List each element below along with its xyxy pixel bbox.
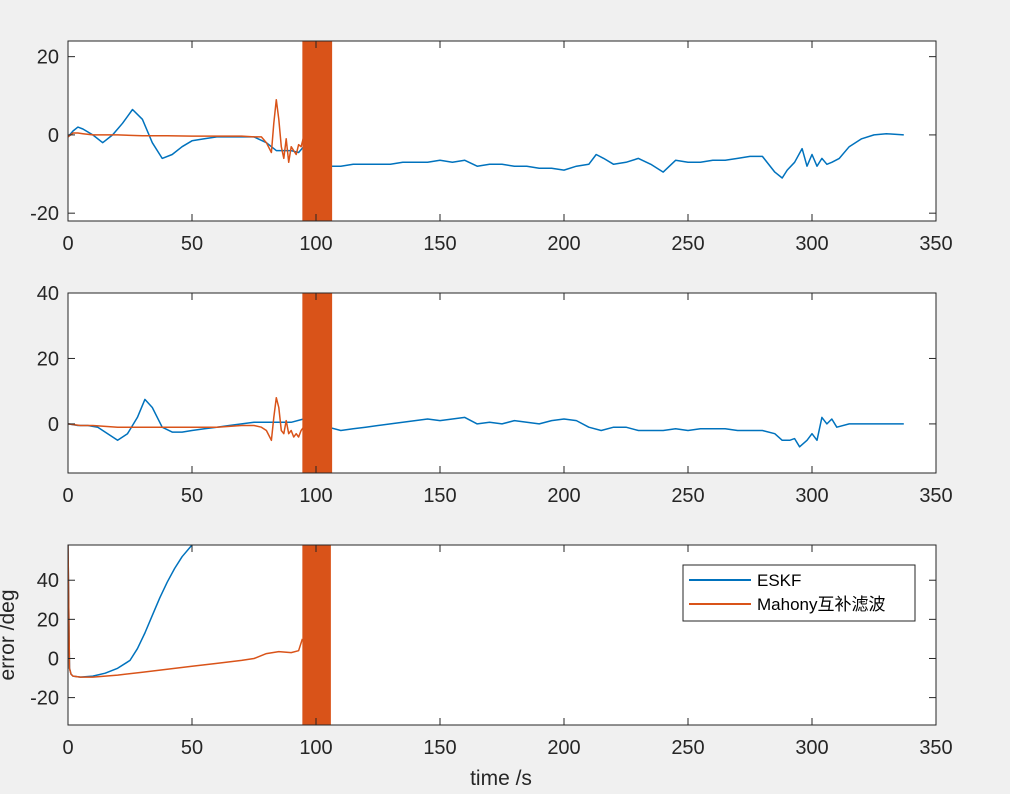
x-tick-label: 0 <box>62 233 73 255</box>
x-tick-label: 100 <box>299 737 332 759</box>
x-tick-label: 300 <box>795 737 828 759</box>
x-tick-label: 0 <box>62 737 73 759</box>
y-tick-label: 0 <box>48 414 59 436</box>
plot-area <box>68 41 936 221</box>
x-tick-label: 250 <box>671 737 704 759</box>
x-tick-label: 50 <box>181 737 203 759</box>
series-line-mahony <box>68 545 304 678</box>
y-tick-label: 0 <box>48 125 59 147</box>
y-tick-label: -20 <box>30 688 59 710</box>
x-tick-label: 200 <box>547 737 580 759</box>
series-line-mahony <box>68 98 305 164</box>
series-oscillation-mahony <box>302 41 333 221</box>
axes-box <box>67 544 937 726</box>
legend-label-mahony: Mahony互补滤波 <box>757 595 885 614</box>
x-tick-label: 150 <box>423 737 456 759</box>
y-axis-label: error /deg <box>0 589 19 680</box>
series-line-mahony <box>68 396 305 442</box>
y-tick-label: 20 <box>37 609 59 631</box>
plot-area <box>68 293 936 473</box>
y-tick-label: 20 <box>37 348 59 370</box>
plot-content <box>68 293 904 473</box>
x-tick-label: 200 <box>547 485 580 507</box>
x-tick-label: 350 <box>919 233 952 255</box>
plot-content <box>68 545 331 725</box>
x-tick-label: 50 <box>181 485 203 507</box>
x-tick-label: 300 <box>795 485 828 507</box>
series-oscillation-mahony <box>302 293 333 473</box>
series-line-eskf <box>68 398 904 448</box>
x-tick-label: 350 <box>919 485 952 507</box>
y-tick-label: -20 <box>30 203 59 225</box>
subplot-middle: 0 50 100 150 200 250 300 350 0 20 40 <box>37 283 953 507</box>
x-tick-label: 250 <box>671 485 704 507</box>
x-tick-label: 100 <box>299 233 332 255</box>
x-axis-label: time /s <box>470 767 532 790</box>
axes-box <box>67 40 937 222</box>
x-tick-label: 150 <box>423 485 456 507</box>
x-tick-label: 250 <box>671 233 704 255</box>
x-tick-label: 50 <box>181 233 203 255</box>
plot-content <box>68 41 904 221</box>
legend-label-eskf: ESKF <box>757 571 801 590</box>
y-tick-label: 0 <box>48 648 59 670</box>
axes-box <box>67 292 937 474</box>
x-tick-label: 200 <box>547 233 580 255</box>
series-line-eskf <box>68 108 904 179</box>
x-tick-label: 150 <box>423 233 456 255</box>
y-tick-label: 20 <box>37 47 59 69</box>
y-tick-label: 40 <box>37 570 59 592</box>
y-tick-label: 40 <box>37 283 59 305</box>
x-tick-label: 300 <box>795 233 828 255</box>
x-tick-label: 0 <box>62 485 73 507</box>
series-oscillation-mahony <box>302 545 331 725</box>
legend-box <box>682 564 916 622</box>
legend[interactable]: ESKF Mahony互补滤波 <box>682 564 916 622</box>
x-tick-label: 350 <box>919 737 952 759</box>
x-tick-label: 100 <box>299 485 332 507</box>
